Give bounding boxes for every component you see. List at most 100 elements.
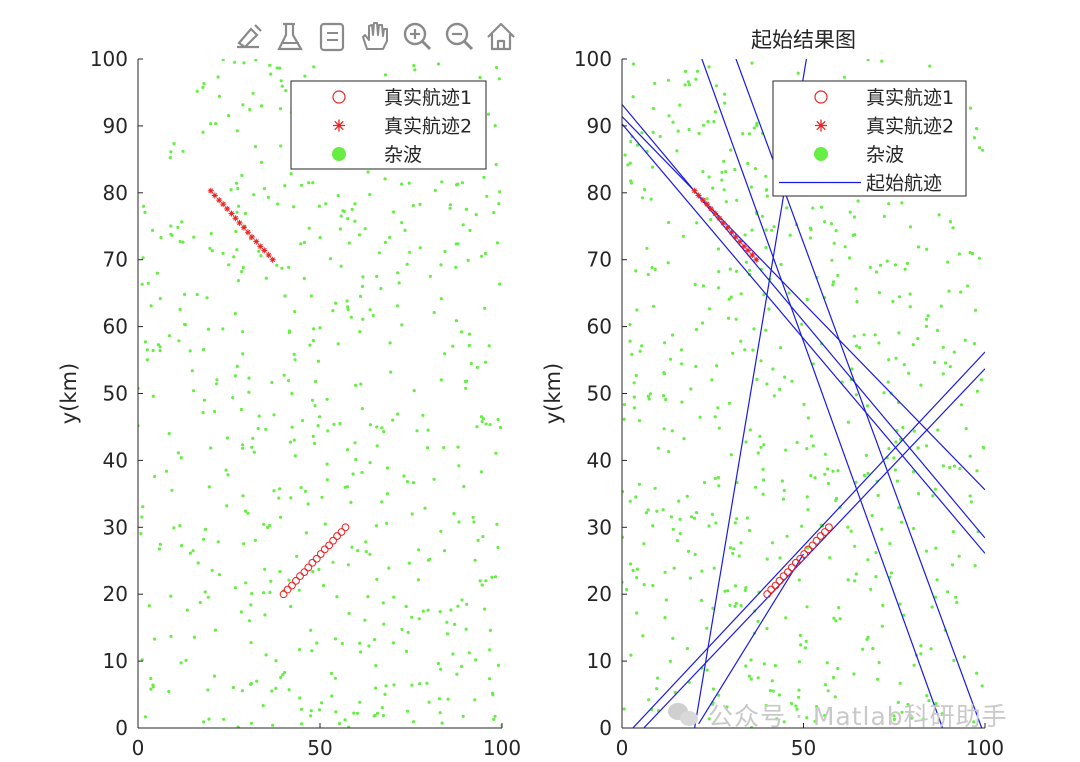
clutter-point xyxy=(400,627,404,632)
clutter-point xyxy=(427,700,431,704)
clutter-point xyxy=(846,420,851,424)
clutter-point xyxy=(207,485,211,489)
clutter-point xyxy=(170,233,174,237)
clutter-point xyxy=(299,242,303,246)
clutter-point xyxy=(400,323,404,327)
legend-label: 杂波 xyxy=(866,144,904,166)
clutter-point xyxy=(731,551,735,556)
clutter-point xyxy=(153,474,157,479)
clutter-point xyxy=(235,364,239,368)
clutter-point xyxy=(832,675,836,680)
track2-point xyxy=(207,187,214,194)
clutter-point xyxy=(725,705,729,709)
pan-hand-icon[interactable] xyxy=(357,19,393,55)
track1-point xyxy=(329,536,338,545)
clutter-point xyxy=(739,339,743,343)
clutter-point xyxy=(472,520,476,524)
clutter-point xyxy=(479,254,484,258)
clutter-point xyxy=(739,292,743,296)
clutter-point xyxy=(753,485,758,489)
clutter-point xyxy=(307,181,311,185)
clutter-point xyxy=(666,261,670,265)
track2-point xyxy=(712,210,719,217)
clutter-point xyxy=(694,510,699,515)
clutter-point xyxy=(632,406,637,410)
clutter-point xyxy=(755,121,759,125)
clutter-point xyxy=(966,284,970,288)
clutter-point xyxy=(705,668,709,672)
clutter-point xyxy=(866,471,870,475)
clutter-point xyxy=(823,472,827,476)
clutter-point xyxy=(739,541,743,545)
clutter-point xyxy=(893,263,898,267)
clutter-point xyxy=(282,373,286,377)
track2-point xyxy=(216,197,223,204)
track2-point xyxy=(232,215,239,222)
clutter-point xyxy=(268,63,272,67)
clutter-point xyxy=(667,450,671,454)
clutter-point xyxy=(272,413,276,417)
clutter-point xyxy=(636,143,640,147)
clutter-point xyxy=(240,446,245,450)
data-tips-icon[interactable] xyxy=(315,19,351,55)
clutter-point xyxy=(973,564,977,568)
clutter-point xyxy=(321,584,326,588)
clutter-point xyxy=(805,495,809,499)
clutter-point xyxy=(328,257,333,261)
clutter-point xyxy=(225,504,229,508)
zoom-in-icon[interactable] xyxy=(399,19,435,55)
clutter-point xyxy=(318,415,322,419)
clutter-point xyxy=(310,398,315,402)
clutter-point xyxy=(667,114,671,118)
clutter-point xyxy=(385,466,390,470)
clutter-point xyxy=(701,170,705,174)
x-tick-label: 50 xyxy=(307,736,332,758)
clutter-point xyxy=(649,197,653,201)
clutter-point xyxy=(404,649,409,654)
clutter-point xyxy=(221,251,225,255)
brush-icon[interactable] xyxy=(273,19,309,55)
clutter-point xyxy=(852,215,857,219)
clutter-point xyxy=(717,286,721,290)
clutter-point xyxy=(497,202,501,206)
clutter-point xyxy=(405,262,409,266)
clutter-point xyxy=(764,328,768,332)
clutter-point xyxy=(701,321,705,325)
clutter-point xyxy=(237,204,241,208)
y-tick-label: 20 xyxy=(103,582,128,606)
clutter-point xyxy=(934,546,938,550)
clutter-point xyxy=(317,708,322,712)
track1-point xyxy=(308,558,317,567)
clutter-point xyxy=(283,184,287,188)
clutter-point xyxy=(277,496,281,500)
clutter-point xyxy=(293,358,297,362)
clutter-point xyxy=(828,556,832,560)
clutter-point xyxy=(933,360,937,364)
zoom-out-icon[interactable] xyxy=(441,19,477,55)
clutter-point xyxy=(869,587,873,591)
clutter-point xyxy=(392,683,396,687)
clutter-point xyxy=(663,570,667,574)
clutter-point xyxy=(360,284,365,288)
clutter-point xyxy=(693,552,697,557)
clutter-point xyxy=(240,173,244,178)
home-icon[interactable] xyxy=(483,19,519,55)
clutter-point xyxy=(794,704,798,708)
clutter-point xyxy=(405,480,410,484)
clutter-point xyxy=(934,701,938,706)
clutter-point xyxy=(802,402,806,406)
clutter-point xyxy=(268,523,272,528)
edit-arrow-icon[interactable] xyxy=(231,19,267,55)
clutter-point xyxy=(759,445,763,449)
clutter-point xyxy=(358,330,362,334)
track2-point xyxy=(691,187,698,194)
clutter-point xyxy=(693,283,697,287)
clutter-point xyxy=(902,363,906,367)
clutter-point xyxy=(241,103,245,107)
clutter-point xyxy=(358,700,362,704)
clutter-point xyxy=(908,305,912,309)
clutter-point xyxy=(903,267,907,271)
clutter-point xyxy=(808,226,813,230)
clutter-point xyxy=(662,427,666,431)
clutter-point xyxy=(334,710,338,714)
